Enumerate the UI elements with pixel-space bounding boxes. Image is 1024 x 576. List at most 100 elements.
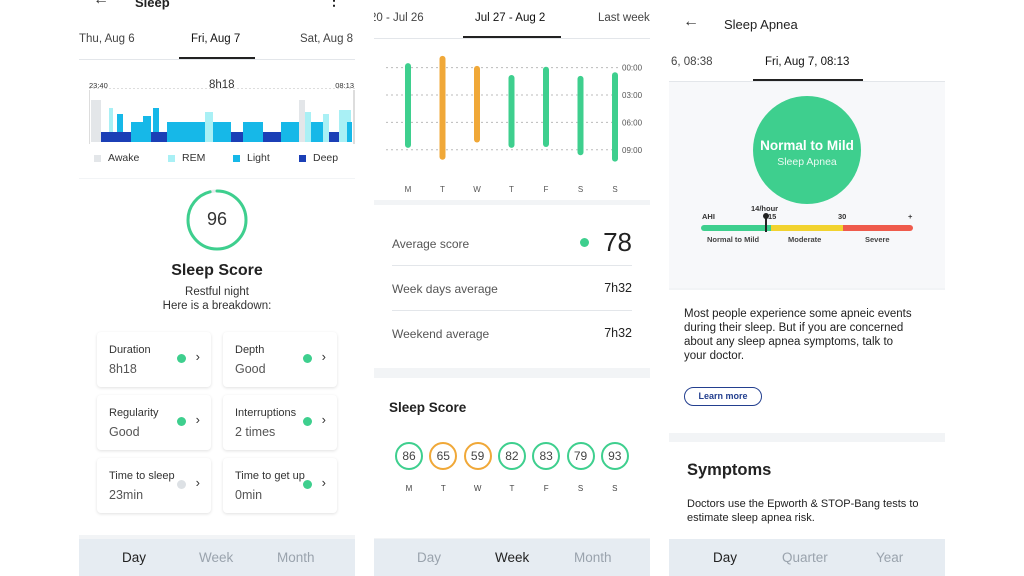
status-dot [303,417,312,426]
learn-more-button[interactable]: Learn more [684,387,762,406]
score-value: 96 [206,209,228,229]
week-tab-next[interactable]: Last week [598,12,650,24]
metric-value: 23min [109,488,144,502]
date-tab-prev[interactable]: Thu, Aug 6 [79,33,135,45]
stat-row-average-score: Average score 78 [392,221,632,266]
nav-year[interactable]: Year [876,550,904,565]
date-tab-prev[interactable]: 6, 08:38 [671,56,713,68]
stat-row-weekend: Weekend average 7h32 [392,311,632,356]
sleep-header-panel [79,0,355,178]
metric-value: 8h18 [109,362,137,376]
chevron-right-icon: › [195,412,200,427]
nav-day[interactable]: Day [417,550,442,565]
date-tab-next[interactable]: Sat, Aug 8 [300,33,354,45]
week-tab-prev[interactable]: 20 - Jul 26 [374,12,424,24]
day-score-circle[interactable]: 83 [532,442,561,470]
nav-quarter[interactable]: Quarter [782,550,828,565]
sleep-week-screen: 20 - Jul 26 Jul 27 - Aug 2 Last week 00:… [374,0,650,576]
ahi-marker-label: 14/hour [751,204,779,213]
metric-card-interruptions[interactable]: Interruptions 2 times › [223,395,337,450]
week-tab-underline [463,36,561,38]
nav-week[interactable]: Week [199,550,234,565]
week-tab-current[interactable]: Jul 27 - Aug 2 [475,12,546,24]
symptoms-title: Symptoms [687,461,772,479]
zone-label-normal: Normal to Mild [707,235,760,244]
day-score-label: T [440,484,446,493]
bottom-nav: Day Quarter Year [669,539,945,576]
score-title: Sleep Score [171,262,263,279]
metric-card-time-to-get-up[interactable]: Time to get up 0min › [223,458,337,513]
day-score-label: W [473,484,482,493]
nav-week[interactable]: Week [495,550,530,565]
apnea-info-panel [669,290,945,433]
day-score-circle[interactable]: 59 [463,442,492,470]
sleep-bar[interactable] [474,65,480,143]
stats-panel [374,205,650,368]
metric-card-depth[interactable]: Depth Good › [223,332,337,387]
sleep-bar[interactable] [543,66,549,148]
x-tick-label: T [440,185,445,194]
chevron-right-icon: › [321,475,326,490]
nav-day[interactable]: Day [122,550,147,565]
sleep-bar[interactable] [577,75,584,156]
metric-card-time-to-sleep[interactable]: Time to sleep 23min › [97,458,211,513]
ahi-tick-30: 30 [838,212,847,221]
bottom-nav: Day Week Month [374,539,650,576]
divider [669,81,945,82]
sleep-score-title: Sleep Score [389,400,467,415]
stat-row-weekdays: Week days average 7h32 [392,266,632,311]
ahi-marker [763,213,770,233]
score-breakdown-text: Here is a breakdown: [162,300,272,312]
metric-title: Depth [235,344,265,356]
stat-label: Average score [392,237,470,251]
symptoms-panel [669,442,945,542]
metric-card-regularity[interactable]: Regularity Good › [97,395,211,450]
chevron-right-icon: › [195,349,200,364]
metric-title: Time to get up [235,470,305,482]
ahi-tick-15: 15 [768,212,777,221]
metric-card-duration[interactable]: Duration 8h18 › [97,332,211,387]
status-dot [177,417,186,426]
nav-day[interactable]: Day [713,550,738,565]
sleep-bar[interactable] [612,72,618,162]
day-score-label: F [543,484,549,493]
status-dot [303,354,312,363]
day-score-circle[interactable]: 93 [600,442,629,470]
x-tick-label: M [405,185,412,194]
y-tick-label: 00:00 [622,64,643,73]
status-dot [580,238,589,247]
hypnogram-end: 08:13 [335,81,354,90]
metric-value: Good [109,425,140,439]
day-score-circle[interactable]: 65 [429,442,458,470]
nav-month[interactable]: Month [277,550,315,565]
apnea-result-circle [753,96,861,204]
sleep-bar[interactable] [439,55,446,160]
back-icon[interactable]: ← [683,13,699,30]
sleep-day-screen: ← Sleep ⋮ Thu, Aug 6 Fri, Aug 7 Sat, Aug… [79,0,355,576]
x-tick-label: S [612,185,617,194]
day-score-label: S [577,484,584,493]
zone-bar-severe [843,225,913,231]
day-score-circle[interactable]: 79 [566,442,595,470]
bottom-nav: Day Week Month [79,539,355,576]
day-score-circle[interactable]: 82 [497,442,526,470]
apnea-result-subtitle: Sleep Apnea [777,156,837,168]
y-tick-label: 09:00 [622,146,643,155]
date-tab-current[interactable]: Fri, Aug 7 [191,33,241,45]
more-vertical-icon[interactable]: ⋮ [327,0,341,8]
hypnogram-duration: 8h18 [209,79,235,91]
legend-light: Light [233,152,270,164]
symptoms-text: Doctors use the Epworth & STOP-Bang test… [687,498,919,524]
status-dot [177,354,186,363]
ahi-label: AHI [702,212,715,221]
metric-value: 2 times [235,425,276,439]
sleep-bar[interactable] [508,74,515,148]
back-icon[interactable]: ← [93,0,109,9]
apnea-info-text: Most people experience some apneic event… [684,308,912,362]
day-score-circle[interactable]: 86 [395,442,423,470]
sleep-bar[interactable] [405,63,411,148]
apnea-result-title: Normal to Mild [760,138,854,153]
ahi-tick-plus: + [908,212,913,221]
nav-month[interactable]: Month [574,550,612,565]
date-tab-current[interactable]: Fri, Aug 7, 08:13 [765,56,850,68]
